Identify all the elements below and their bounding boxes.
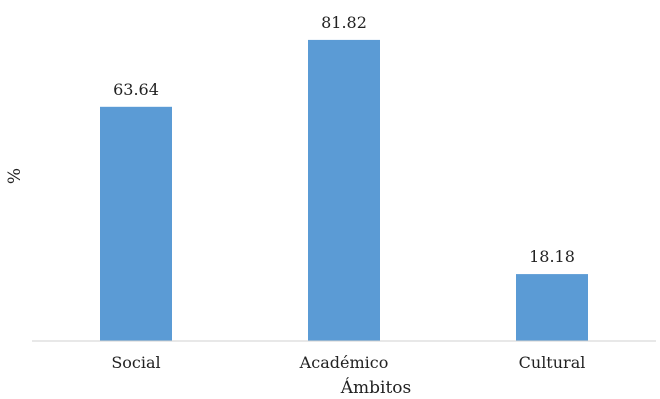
value-label-1: 81.82 — [321, 13, 367, 32]
bars-group — [100, 39, 588, 341]
value-label-0: 63.64 — [113, 80, 159, 99]
x-tick-labels-group: Social Académico Cultural — [111, 353, 585, 372]
x-tick-label-0: Social — [111, 353, 160, 372]
y-axis-label: % — [5, 168, 25, 184]
value-labels-group: 63.64 81.82 18.18 — [113, 13, 575, 266]
x-axis-label: Ámbitos — [340, 377, 412, 398]
bar-0 — [100, 106, 172, 341]
value-label-2: 18.18 — [529, 247, 575, 266]
x-tick-label-1: Académico — [299, 353, 389, 372]
x-tick-label-2: Cultural — [519, 353, 586, 372]
bar-2 — [516, 274, 588, 341]
bar-1 — [308, 39, 380, 341]
